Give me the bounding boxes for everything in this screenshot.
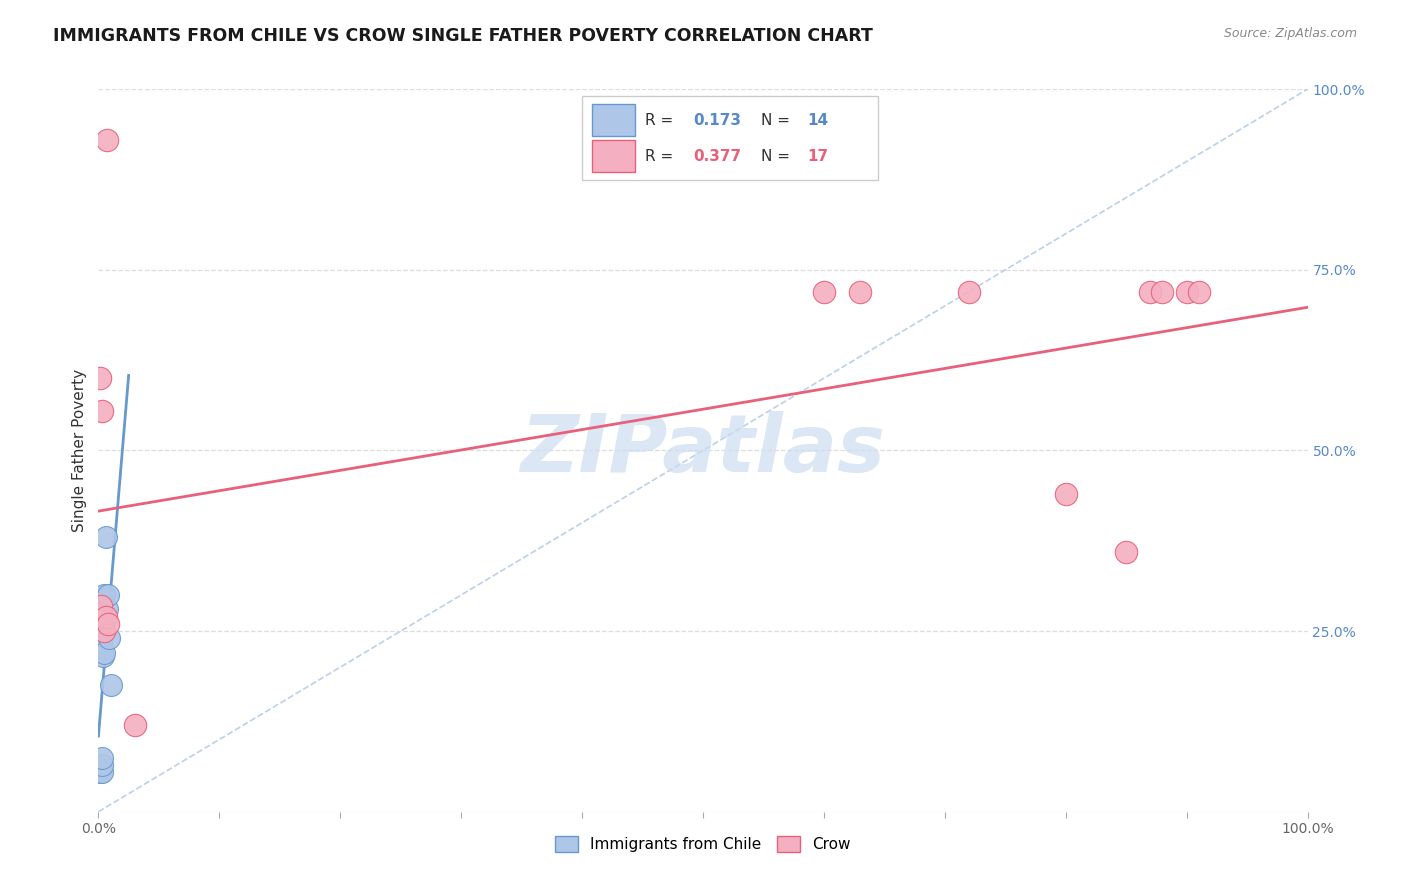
Point — [849, 285, 872, 299]
Text: IMMIGRANTS FROM CHILE VS CROW SINGLE FATHER POVERTY CORRELATION CHART: IMMIGRANTS FROM CHILE VS CROW SINGLE FAT… — [53, 27, 873, 45]
Point — [90, 635, 112, 649]
Point — [96, 133, 118, 147]
Legend: Immigrants from Chile, Crow: Immigrants from Chile, Crow — [550, 830, 856, 858]
Point — [93, 624, 115, 639]
FancyBboxPatch shape — [592, 141, 636, 172]
Point — [97, 616, 120, 631]
Point — [91, 750, 114, 764]
Text: 0.377: 0.377 — [693, 149, 741, 164]
Text: 14: 14 — [807, 112, 828, 128]
Point — [91, 403, 114, 417]
Point — [100, 678, 122, 692]
Point — [91, 649, 114, 664]
Point — [957, 285, 980, 299]
Text: R =: R = — [645, 112, 678, 128]
Point — [1115, 544, 1137, 558]
Y-axis label: Single Father Poverty: Single Father Poverty — [72, 369, 87, 532]
Point — [1054, 487, 1077, 501]
Text: 0.173: 0.173 — [693, 112, 741, 128]
Text: Source: ZipAtlas.com: Source: ZipAtlas.com — [1223, 27, 1357, 40]
FancyBboxPatch shape — [592, 104, 636, 136]
Point — [97, 588, 120, 602]
Text: N =: N = — [761, 112, 794, 128]
Point — [1188, 285, 1211, 299]
Point — [813, 285, 835, 299]
Point — [96, 602, 118, 616]
Point — [124, 718, 146, 732]
Point — [89, 371, 111, 385]
Point — [89, 764, 111, 779]
Point — [94, 609, 117, 624]
Point — [93, 646, 115, 660]
Text: R =: R = — [645, 149, 678, 164]
Point — [91, 764, 114, 779]
Point — [98, 632, 121, 646]
Point — [91, 757, 114, 772]
Point — [1175, 285, 1198, 299]
Point — [1139, 285, 1161, 299]
Point — [93, 588, 115, 602]
Text: 17: 17 — [807, 149, 828, 164]
Text: N =: N = — [761, 149, 794, 164]
Point — [91, 611, 114, 625]
Point — [94, 530, 117, 544]
FancyBboxPatch shape — [582, 96, 879, 179]
Text: ZIPatlas: ZIPatlas — [520, 411, 886, 490]
Point — [90, 599, 112, 613]
Point — [1152, 285, 1174, 299]
